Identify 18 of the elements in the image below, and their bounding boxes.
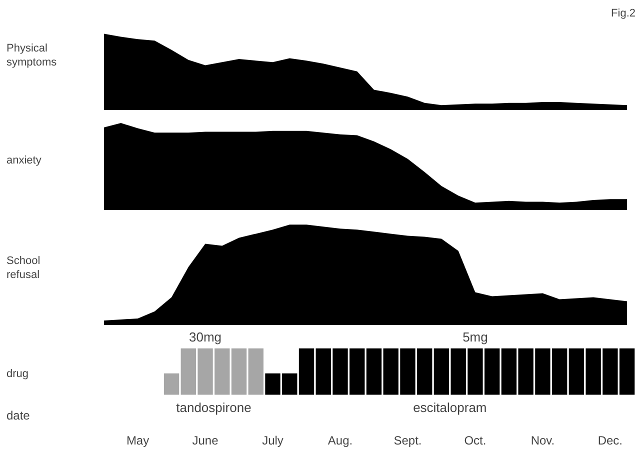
chart-title: Fig.2 (611, 8, 636, 20)
x-tick-label: Sept. (394, 434, 422, 448)
y-axis-title: Physical symptoms (6, 42, 58, 69)
y-axis-title: School refusal (6, 254, 40, 282)
series-label: escitalopram (413, 400, 487, 416)
x-tick-label: July (262, 434, 284, 448)
x-tick-label: June (192, 434, 219, 448)
x-tick-label: Oct. (464, 434, 486, 448)
y-axis-title: anxiety (6, 154, 42, 166)
x-axis-title: date (6, 408, 30, 422)
x-tick-label: Aug. (328, 434, 353, 448)
x-tick-label: Nov. (530, 434, 555, 448)
annotation: 5mg (462, 329, 488, 344)
y-axis-title: drug (6, 368, 29, 380)
series-label: tandospirone (176, 400, 252, 416)
x-tick-label: May (126, 434, 150, 448)
annotation: 30mg (189, 329, 222, 344)
x-tick-label: Dec. (598, 434, 623, 448)
